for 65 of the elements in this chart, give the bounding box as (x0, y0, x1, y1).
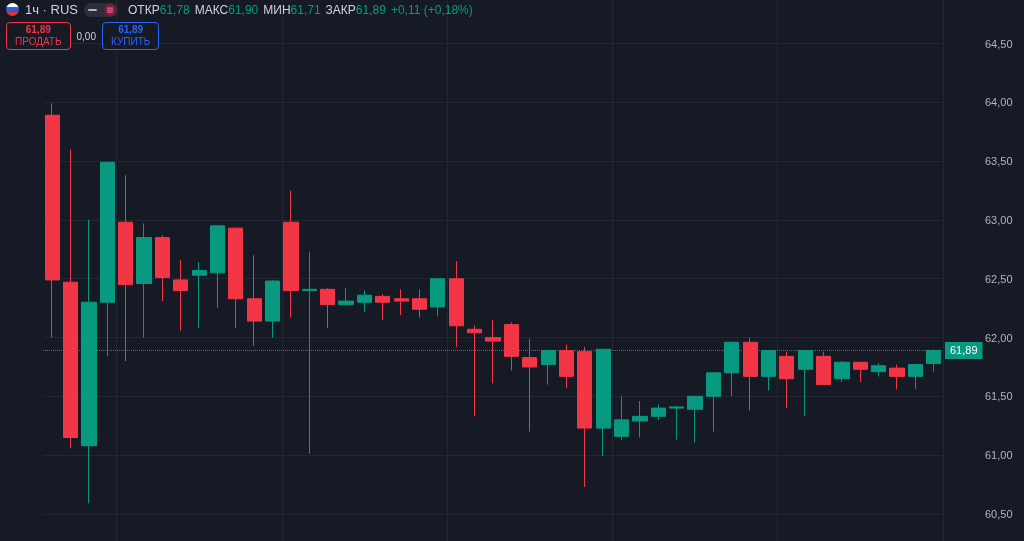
candlestick (210, 225, 225, 309)
candlestick (522, 338, 537, 433)
annotation: МАКС (194, 2, 229, 17)
candlestick (265, 279, 280, 339)
candlestick (504, 321, 519, 371)
annotation: КУПИТЬ (111, 36, 151, 48)
annotation: 61,89 (355, 2, 386, 17)
candlestick (412, 288, 427, 319)
candlestick (651, 404, 666, 421)
candlestick (63, 148, 78, 449)
candlestick (687, 395, 703, 443)
candlestick (173, 259, 188, 331)
annotation: ОТКР (128, 2, 160, 17)
candlestick (375, 293, 390, 321)
chart-title: 1ч · RUS (25, 2, 79, 17)
candlestick (320, 287, 335, 329)
candlestick (908, 364, 923, 390)
y-tick-label: 62,00 (985, 331, 1013, 344)
candlestick (228, 227, 243, 329)
y-tick-label: 61,50 (985, 390, 1013, 403)
y-tick-label: 64,50 (985, 37, 1013, 50)
annotation: 61,71 (290, 2, 321, 17)
candlestick (467, 325, 482, 417)
annotation: 61,90 (228, 2, 259, 17)
candlestick (283, 190, 299, 319)
annotation: 61,78 (159, 2, 190, 17)
candlestick (577, 346, 592, 488)
candlestick (338, 287, 354, 306)
annotation: ЗАКР (325, 2, 356, 17)
annotation: ПРОДАТЬ (15, 36, 62, 48)
candlestick (669, 405, 684, 441)
annotation: 61,89 (117, 24, 145, 36)
ref-line-label: 61,89 (950, 344, 978, 357)
candlestick (192, 261, 207, 329)
y-tick-label: 63,00 (985, 213, 1013, 226)
candlestick (632, 400, 648, 438)
candlestick (118, 174, 133, 362)
candlestick (136, 222, 152, 339)
candlestick (449, 260, 464, 348)
candlestick (430, 278, 445, 317)
candlestick (357, 289, 372, 313)
candlestick (394, 288, 409, 316)
candlestick (45, 103, 60, 339)
annotation: +0,11 (+0,18%) (390, 2, 473, 17)
candlestick (247, 254, 262, 347)
candlestick (816, 351, 831, 386)
candlestick (853, 361, 868, 383)
annotation: 61,89 (24, 24, 52, 36)
candlestick (485, 319, 501, 384)
candlestick (871, 362, 886, 377)
candlestick (559, 344, 574, 389)
candlestick (706, 372, 721, 433)
candlestick (614, 395, 629, 441)
y-tick-label: 61,00 (985, 449, 1013, 462)
candlestick (834, 360, 850, 383)
annotation: 0,00 (76, 30, 96, 42)
candlestick (779, 351, 794, 409)
candlestick (743, 337, 758, 411)
y-tick-label: 60,50 (985, 507, 1013, 520)
candlestick (889, 364, 905, 390)
y-tick-label: 64,00 (985, 96, 1013, 109)
candlestick (155, 234, 170, 302)
y-tick-label: 62,50 (985, 272, 1013, 285)
annotation: МИН (263, 2, 291, 17)
y-tick-label: 63,50 (985, 155, 1013, 168)
